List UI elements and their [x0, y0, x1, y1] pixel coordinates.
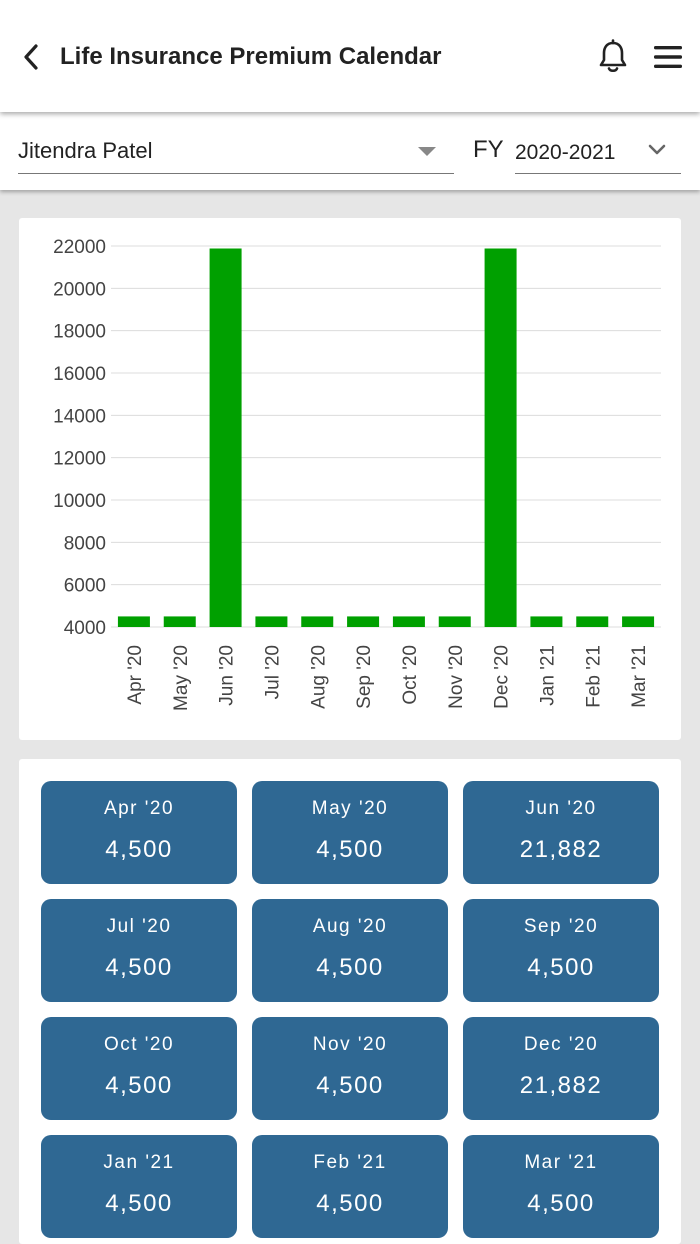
notifications-button[interactable] [594, 36, 632, 78]
month-tile-amount: 4,500 [105, 1190, 173, 1217]
y-tick-label: 10000 [53, 491, 106, 512]
fy-select[interactable]: 2020-2021 [515, 132, 681, 174]
caret-down-icon [418, 147, 436, 156]
x-tick-label: Jan '21 [537, 645, 558, 706]
bell-icon [599, 39, 627, 73]
y-tick-label: 14000 [53, 406, 106, 427]
month-tile[interactable]: Nov '20 4,500 [252, 1017, 448, 1120]
month-tile-label: Mar '21 [524, 1152, 598, 1173]
month-tile-amount: 4,500 [316, 836, 384, 863]
fy-label: FY [473, 136, 504, 163]
month-tile-amount: 4,500 [105, 954, 173, 981]
month-tile-amount: 21,882 [519, 836, 603, 863]
person-select-value: Jitendra Patel [18, 138, 153, 163]
month-tile[interactable]: Jul '20 4,500 [41, 899, 237, 1002]
bar [255, 616, 288, 627]
month-tile-amount: 4,500 [105, 1072, 173, 1099]
bar [576, 616, 609, 627]
month-tile-amount: 4,500 [316, 1190, 384, 1217]
x-tick-label: Aug '20 [308, 645, 329, 709]
month-tile-label: Jan '21 [103, 1152, 175, 1173]
back-arrow-icon [24, 44, 38, 70]
month-tile-label: Feb '21 [313, 1152, 387, 1173]
x-tick-label: Sep '20 [354, 645, 375, 709]
chevron-down-icon [648, 144, 666, 155]
bar [484, 248, 517, 627]
y-tick-label: 12000 [53, 449, 106, 470]
month-tile-label: Dec '20 [523, 1034, 599, 1055]
bar [392, 616, 425, 627]
fy-select-value: 2020-2021 [515, 141, 616, 164]
y-tick-label: 18000 [53, 322, 106, 343]
bar [438, 616, 471, 627]
month-tiles-grid: Apr '20 4,500 May '20 4,500 Jun '20 21,882 Jul… [41, 781, 659, 1238]
y-tick-label: 20000 [53, 279, 106, 300]
page-title: Life Insurance Premium Calendar [60, 43, 442, 70]
bar [530, 616, 563, 627]
month-tile-amount: 4,500 [527, 954, 595, 981]
hamburger-menu-icon [654, 46, 682, 68]
y-tick-label: 22000 [53, 237, 106, 258]
month-tile-amount: 4,500 [316, 954, 384, 981]
premium-bar-chart: 4000 6000 8000 10000 12000 14000 16000 18000 200… [53, 237, 661, 711]
y-tick-label: 4000 [64, 618, 106, 639]
month-tile-label: Apr '20 [103, 798, 175, 819]
app-header: Life Insurance Premium Calendar [0, 0, 700, 112]
x-tick-label: Feb '21 [583, 645, 604, 708]
person-select[interactable]: Jitendra Patel [18, 132, 454, 174]
month-tile-label: Jul '20 [106, 916, 172, 937]
bar [209, 248, 242, 627]
bar [117, 616, 150, 627]
x-tick-label: Jun '20 [217, 645, 238, 706]
menu-button[interactable] [648, 36, 688, 78]
month-tile-label: Sep '20 [523, 916, 599, 937]
month-tile[interactable]: Jun '20 21,882 [463, 781, 659, 884]
month-tile-amount: 21,882 [519, 1072, 603, 1099]
x-tick-label: Oct '20 [400, 645, 421, 705]
bar [347, 616, 380, 627]
month-tile[interactable]: Feb '21 4,500 [252, 1135, 448, 1238]
month-tile[interactable]: Sep '20 4,500 [463, 899, 659, 1002]
month-tile[interactable]: Apr '20 4,500 [41, 781, 237, 884]
month-tile[interactable]: Oct '20 4,500 [41, 1017, 237, 1120]
filter-bar: Jitendra Patel FY 2020-2021 [0, 112, 700, 190]
month-tile[interactable]: Jan '21 4,500 [41, 1135, 237, 1238]
bar [163, 616, 196, 627]
y-tick-label: 16000 [53, 364, 106, 385]
month-tile-label: May '20 [311, 798, 389, 819]
month-tile[interactable]: Mar '21 4,500 [463, 1135, 659, 1238]
x-tick-label: Nov '20 [446, 645, 467, 709]
monthly-premium-card: Apr '20 4,500 May '20 4,500 Jun '20 21,882 Jul… [19, 759, 681, 1244]
month-tile[interactable]: May '20 4,500 [252, 781, 448, 884]
month-tile[interactable]: Aug '20 4,500 [252, 899, 448, 1002]
x-tick-label: May '20 [171, 645, 192, 711]
y-tick-label: 6000 [64, 576, 106, 597]
month-tile-label: Nov '20 [312, 1034, 388, 1055]
x-tick-label: Jul '20 [262, 645, 283, 699]
month-tile-label: Aug '20 [312, 916, 388, 937]
bar [622, 616, 655, 627]
month-tile-label: Oct '20 [103, 1034, 175, 1055]
month-tile-amount: 4,500 [105, 836, 173, 863]
month-tile-amount: 4,500 [527, 1190, 595, 1217]
bar [301, 616, 334, 627]
back-button[interactable] [14, 38, 48, 76]
month-tile-amount: 4,500 [316, 1072, 384, 1099]
month-tile[interactable]: Dec '20 21,882 [463, 1017, 659, 1120]
x-tick-label: Mar '21 [629, 645, 650, 708]
month-tile-label: Jun '20 [525, 798, 597, 819]
y-tick-label: 8000 [64, 533, 106, 554]
x-tick-label: Apr '20 [125, 645, 146, 705]
premium-chart-card: 4000 6000 8000 10000 12000 14000 16000 18000 200… [19, 218, 681, 740]
x-tick-label: Dec '20 [492, 645, 513, 709]
